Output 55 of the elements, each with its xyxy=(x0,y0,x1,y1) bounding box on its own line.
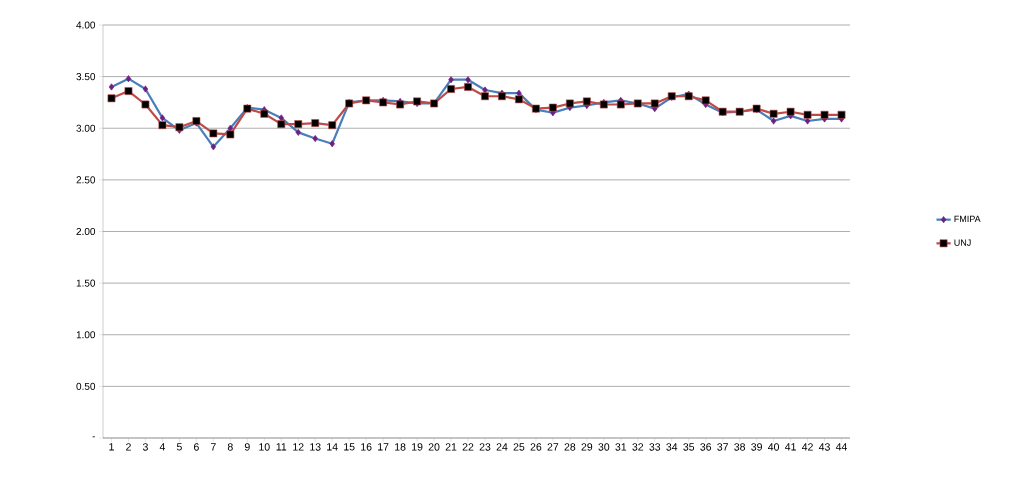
y-tick-label: 0.50 xyxy=(76,382,96,390)
x-tick-label: 31 xyxy=(615,443,627,451)
y-tick-label: - xyxy=(92,436,96,438)
x-tick-label: 33 xyxy=(649,443,661,451)
x-tick-label: 43 xyxy=(818,443,830,451)
x-tick-label: 42 xyxy=(801,443,813,451)
y-tick-label: 3.00 xyxy=(76,124,96,132)
x-tick-label: 41 xyxy=(784,443,796,451)
legend-label: FMIPA xyxy=(954,215,981,222)
x-tick-label: 19 xyxy=(412,443,423,451)
x-tick-label: 17 xyxy=(378,443,389,451)
x-tick-label: 29 xyxy=(581,443,593,451)
x-tick-label: 30 xyxy=(598,443,610,451)
x-tick-label: 39 xyxy=(751,443,762,451)
x-tick-label: 7 xyxy=(210,443,216,451)
x-tick-label: 13 xyxy=(310,443,321,451)
x-tick-label: 2 xyxy=(126,443,131,451)
x-tick-label: 8 xyxy=(227,443,233,451)
x-tick-label: 9 xyxy=(244,443,250,451)
x-tick-label: 22 xyxy=(462,443,474,451)
x-tick-label: 38 xyxy=(734,443,746,451)
legend-label: UNJ xyxy=(954,239,971,246)
x-tick-label: 26 xyxy=(530,443,542,451)
x-tick-label: 4 xyxy=(159,443,166,451)
x-tick-label: 6 xyxy=(194,443,199,451)
y-tick-label: 4.00 xyxy=(76,21,96,29)
x-tick-label: 14 xyxy=(327,443,338,451)
x-tick-label: 23 xyxy=(479,443,491,451)
x-tick-label: 10 xyxy=(259,443,270,451)
x-tick-label: 5 xyxy=(176,443,182,451)
x-tick-label: 3 xyxy=(142,443,148,451)
y-tick-label: 2.00 xyxy=(76,227,96,236)
x-tick-label: 20 xyxy=(428,443,440,451)
x-tick-label: 28 xyxy=(564,443,576,451)
y-tick-label: 1.00 xyxy=(76,331,96,339)
x-tick-label: 21 xyxy=(445,443,457,451)
x-tick-label: 1 xyxy=(109,443,114,451)
x-tick-label: 27 xyxy=(547,443,559,451)
y-tick-label: 2.50 xyxy=(76,176,96,184)
y-tick-label: 1.50 xyxy=(76,279,96,287)
y-tick-label: 3.50 xyxy=(76,73,96,81)
x-tick-label: 15 xyxy=(344,443,355,451)
x-tick-label: 24 xyxy=(496,443,508,451)
x-tick-label: 18 xyxy=(395,443,406,451)
x-tick-label: 37 xyxy=(717,443,728,451)
x-tick-label: 25 xyxy=(513,443,525,451)
x-tick-label: 11 xyxy=(276,443,287,451)
x-tick-label: 36 xyxy=(700,443,712,451)
x-tick-label: 34 xyxy=(666,443,678,451)
x-tick-label: 44 xyxy=(835,443,848,451)
x-tick-label: 40 xyxy=(768,443,780,451)
x-tick-label: 16 xyxy=(361,443,372,451)
x-tick-label: 32 xyxy=(632,443,644,451)
x-tick-label: 35 xyxy=(683,443,695,451)
x-tick-label: 12 xyxy=(293,443,304,451)
